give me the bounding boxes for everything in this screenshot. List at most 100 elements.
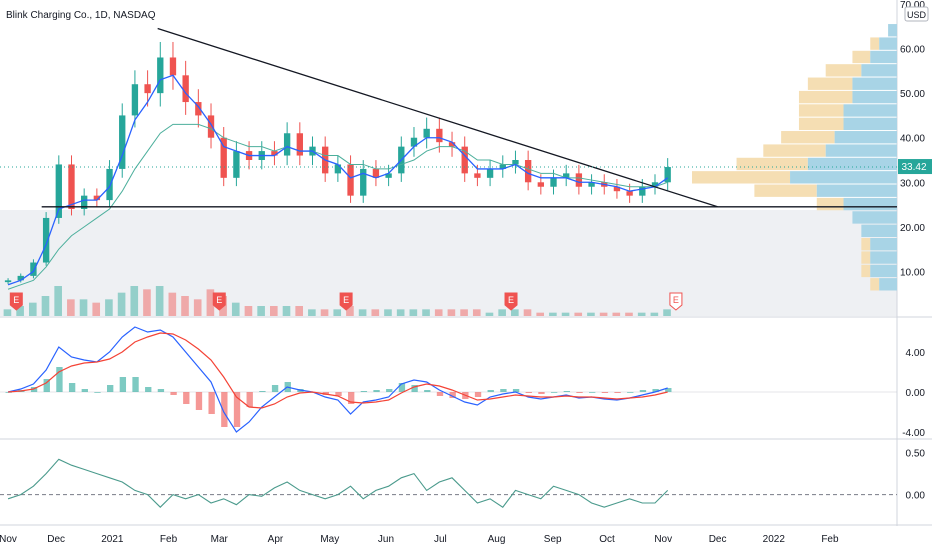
earnings-marker-label[interactable]: E: [673, 295, 679, 305]
candle-body[interactable]: [385, 173, 392, 178]
earnings-marker-icon[interactable]: [339, 292, 353, 311]
candle-body[interactable]: [131, 84, 139, 116]
candle-body[interactable]: [626, 191, 633, 196]
candle-body[interactable]: [4, 280, 12, 283]
candle-body[interactable]: [499, 164, 506, 169]
candle-body[interactable]: [512, 160, 519, 165]
macd-histogram-bar: [259, 391, 266, 392]
candle-body[interactable]: [182, 75, 189, 103]
candle-body[interactable]: [119, 115, 126, 169]
candle-body[interactable]: [144, 84, 151, 94]
candle-body[interactable]: [448, 142, 456, 147]
candle-body[interactable]: [639, 186, 646, 196]
earnings-marker-icon[interactable]: [9, 292, 23, 311]
candle-body[interactable]: [220, 137, 227, 178]
candle-body[interactable]: [613, 186, 621, 192]
last-price-tag[interactable]: 33.42: [898, 159, 932, 175]
candle-body[interactable]: [55, 164, 62, 218]
candle-body[interactable]: [486, 168, 494, 178]
osc-tick-label: 0.00: [906, 491, 926, 502]
candle-body[interactable]: [271, 151, 278, 156]
time-tick-label: Nov: [0, 534, 17, 545]
earnings-marker-icon[interactable]: [504, 292, 518, 311]
volume-bar: [549, 312, 557, 316]
candle-body[interactable]: [474, 173, 481, 178]
candle-body[interactable]: [42, 217, 50, 263]
candle-body[interactable]: [30, 262, 37, 276]
earnings-marker-label[interactable]: E: [508, 295, 514, 305]
macd-histogram-bar: [512, 389, 520, 392]
candle-body[interactable]: [283, 133, 291, 156]
earnings-marker-label[interactable]: E: [216, 295, 222, 305]
candle-body[interactable]: [334, 164, 342, 174]
candle-body[interactable]: [372, 168, 380, 178]
macd-histogram-bar: [538, 392, 545, 394]
price-tick-label: 60.00: [900, 45, 925, 56]
candle-body[interactable]: [207, 115, 215, 138]
candle-body[interactable]: [93, 195, 101, 201]
candle-body[interactable]: [524, 160, 532, 183]
time-tick-label: Jun: [378, 534, 394, 545]
candle-body[interactable]: [461, 146, 468, 174]
candle-body[interactable]: [423, 128, 430, 138]
macd-histogram-bar: [170, 392, 177, 395]
candle-body[interactable]: [575, 173, 583, 187]
chart-title: Blink Charging Co., 1D, NASDAQ: [6, 10, 156, 21]
price-tick-label: 20.00: [900, 223, 925, 234]
time-tick-label: Sep: [544, 534, 562, 545]
candle-body[interactable]: [360, 168, 367, 196]
time-tick-label: Feb: [160, 534, 178, 545]
volume-bar: [143, 289, 151, 316]
candle-body[interactable]: [651, 182, 659, 187]
candle-body[interactable]: [233, 151, 240, 178]
earnings-marker-icon[interactable]: [212, 292, 226, 311]
price-axis[interactable]: 70.00 60.00 50.00 40.00 30.00 20.00 10.00 33.42…: [898, 0, 932, 502]
vp-down-row: [754, 184, 817, 197]
volume-bar: [193, 299, 202, 316]
macd-histogram-bar: [335, 392, 342, 396]
candle-body[interactable]: [296, 133, 303, 156]
currency-badge[interactable]: USD: [904, 6, 929, 22]
candle-body[interactable]: [537, 182, 544, 187]
earnings-marker-label[interactable]: E: [13, 295, 19, 305]
candle-body[interactable]: [563, 173, 570, 178]
time-tick-label: Jul: [434, 534, 447, 545]
volume-bar: [650, 312, 659, 316]
macd-histogram-bar: [68, 383, 76, 392]
candle-body[interactable]: [81, 195, 88, 210]
candle-body[interactable]: [550, 177, 557, 187]
time-axis[interactable]: Nov Dec 2021 Feb Mar Apr May Jun Jul Aug Sep Oct Nov…: [0, 534, 839, 545]
candle-body[interactable]: [664, 167, 671, 183]
volume-bar: [308, 309, 316, 316]
earnings-marker-label[interactable]: E: [343, 295, 349, 305]
candle-body[interactable]: [588, 182, 595, 187]
candle-body[interactable]: [195, 102, 202, 116]
candle-body[interactable]: [436, 128, 443, 143]
candle-body[interactable]: [17, 275, 24, 281]
candle-body[interactable]: [410, 137, 418, 147]
macd-histogram-bar: [246, 392, 253, 407]
earnings-marker-icon[interactable]: [669, 292, 683, 311]
macd-histogram-bar: [424, 390, 431, 392]
candle-body[interactable]: [68, 164, 75, 210]
volume-bar: [67, 299, 75, 316]
candle-body[interactable]: [169, 57, 177, 76]
vp-up-row: [879, 37, 897, 50]
descending-trendline[interactable]: [157, 27, 718, 208]
volume-bar: [168, 292, 177, 316]
volume-bar: [663, 309, 671, 316]
candle-body[interactable]: [157, 57, 164, 94]
vp-up-row: [861, 224, 897, 237]
drawings[interactable]: [0, 27, 897, 208]
volume-bar: [155, 286, 164, 316]
volume-bar: [130, 286, 139, 316]
macd-histogram-bar: [576, 392, 583, 393]
volume-bar: [92, 302, 101, 316]
candle-body[interactable]: [106, 168, 113, 201]
macd-histogram-bar: [500, 389, 507, 392]
volume-bar: [105, 299, 113, 316]
macd-histogram-bar: [487, 390, 494, 392]
candle-body[interactable]: [347, 164, 354, 196]
vp-down-row: [807, 77, 853, 90]
